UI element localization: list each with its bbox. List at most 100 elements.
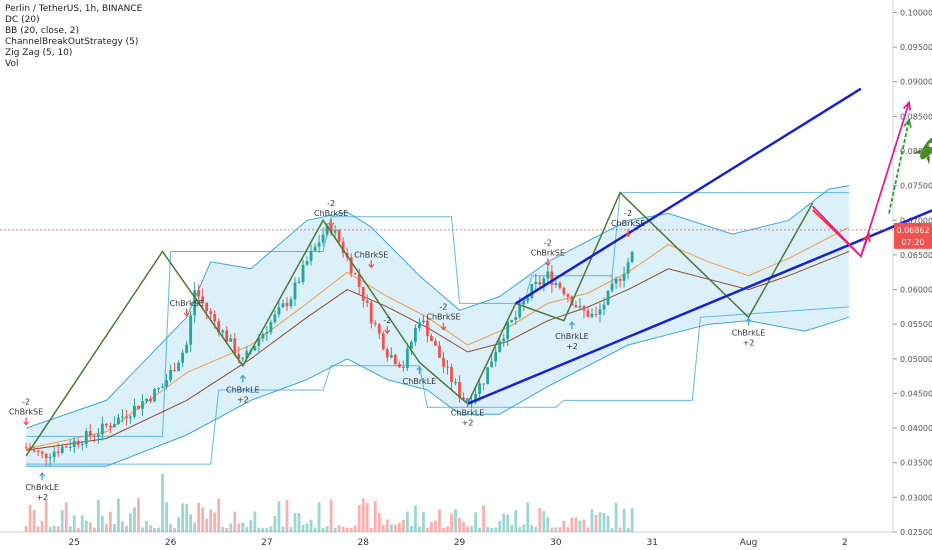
- signal-label: ChBrkSE: [170, 299, 204, 308]
- candle-body: [426, 320, 429, 337]
- volume-bar: [389, 524, 393, 532]
- price-countdown: 07:20: [901, 238, 924, 247]
- x-tick-label: 29: [454, 538, 466, 548]
- candle-body: [60, 446, 64, 453]
- candle-body: [373, 323, 377, 325]
- candle-body: [450, 366, 453, 383]
- signal-label: +2: [566, 342, 578, 351]
- candle-body: [546, 271, 550, 279]
- y-tick-label: 0.06000: [900, 286, 932, 295]
- candle-body: [534, 281, 538, 284]
- volume-bar: [80, 515, 84, 532]
- candle-body: [241, 358, 245, 360]
- candle-body: [281, 303, 285, 308]
- candle-body: [369, 302, 373, 324]
- candle-body: [289, 299, 293, 307]
- signal-label: -2: [440, 303, 448, 312]
- volume-bar: [614, 502, 618, 532]
- candle-body: [337, 230, 341, 242]
- volume-bar: [542, 511, 546, 532]
- volume-bar: [273, 516, 277, 532]
- y-tick-label: 0.09500: [900, 43, 932, 52]
- signal-arrow-down: [183, 308, 190, 317]
- y-tick-label: 0.03000: [900, 493, 932, 502]
- volume-bar: [305, 523, 309, 532]
- volume-bar: [466, 526, 469, 532]
- volume-bar: [598, 512, 602, 532]
- indicator-dc[interactable]: DC (20): [5, 15, 40, 25]
- y-tick-label: 0.02500: [900, 528, 932, 537]
- arrow-head-magenta: [902, 100, 912, 111]
- volume-bar: [221, 527, 225, 532]
- volume-bar: [141, 527, 144, 532]
- candle-body: [112, 424, 116, 428]
- candle-body: [454, 381, 457, 383]
- candle-body: [409, 341, 413, 349]
- candle-body: [413, 327, 417, 342]
- volume-bar: [189, 514, 193, 532]
- x-tick-label: 30: [550, 538, 562, 548]
- volume-bar: [413, 505, 417, 532]
- indicator-channel-breakout[interactable]: ChannelBreakOutStrategy (5): [5, 37, 139, 47]
- candle-body: [518, 304, 522, 318]
- candle-body: [506, 322, 510, 339]
- signal-arrow-down: [544, 258, 551, 267]
- candle-body: [365, 300, 369, 303]
- candle-body: [578, 306, 582, 308]
- volume-bar: [369, 527, 373, 532]
- volume-bar: [418, 526, 421, 532]
- volume-bar: [610, 527, 614, 532]
- volume-bar: [566, 527, 570, 532]
- indicator-volume[interactable]: Vol: [5, 59, 19, 69]
- candle-body: [333, 230, 337, 233]
- signal-label: +2: [36, 493, 48, 502]
- volume-bar: [197, 502, 201, 532]
- indicator-zigzag[interactable]: Zig Zag (5, 10): [5, 48, 73, 58]
- volume-bar: [88, 522, 92, 532]
- candle-body: [44, 453, 48, 459]
- volume-bar: [574, 517, 578, 532]
- x-tick-label: 27: [261, 538, 272, 548]
- y-tick-label: 0.08000: [900, 147, 932, 156]
- volume-bar: [546, 517, 550, 532]
- candle-body: [80, 444, 84, 446]
- candle-body: [229, 338, 233, 342]
- candle-body: [305, 261, 309, 265]
- volume-bar: [530, 525, 534, 532]
- symbol-title[interactable]: Perlin / TetherUS, 1h, BINANCE: [5, 4, 143, 14]
- candle-body: [530, 283, 534, 298]
- volume-bar: [56, 526, 60, 532]
- volume-bar: [602, 513, 606, 532]
- candle-body: [590, 313, 594, 317]
- candle-body: [177, 362, 181, 372]
- candle-body: [526, 297, 530, 302]
- signal-arrow-up: [416, 366, 423, 375]
- volume-bar: [317, 502, 321, 532]
- volume-bar: [201, 507, 205, 532]
- bollinger-lower-line: [26, 316, 850, 467]
- volume-bar: [341, 526, 345, 532]
- candle-body: [108, 425, 112, 428]
- volume-bar: [249, 520, 253, 532]
- volume-bar: [458, 517, 461, 532]
- volume-bar: [185, 503, 189, 532]
- signal-arrow-down: [625, 229, 632, 238]
- volume-bar: [434, 520, 437, 532]
- candle-body: [442, 357, 445, 367]
- volume-bar: [373, 500, 377, 532]
- candle-body: [121, 416, 124, 418]
- volume-bar: [397, 522, 401, 532]
- candle-body: [474, 393, 478, 403]
- rocket-fin-right: [926, 155, 930, 165]
- candle-body: [285, 303, 289, 307]
- volume-bar: [133, 507, 136, 532]
- indicator-bb[interactable]: BB (20, close, 2): [5, 26, 80, 36]
- volume-bar: [265, 527, 269, 532]
- volume-bar: [538, 508, 542, 532]
- candle-body: [582, 306, 586, 311]
- signal-arrow-down: [23, 417, 30, 426]
- candle-body: [510, 319, 514, 323]
- volume-bar: [518, 527, 522, 532]
- volume-bar: [333, 527, 337, 532]
